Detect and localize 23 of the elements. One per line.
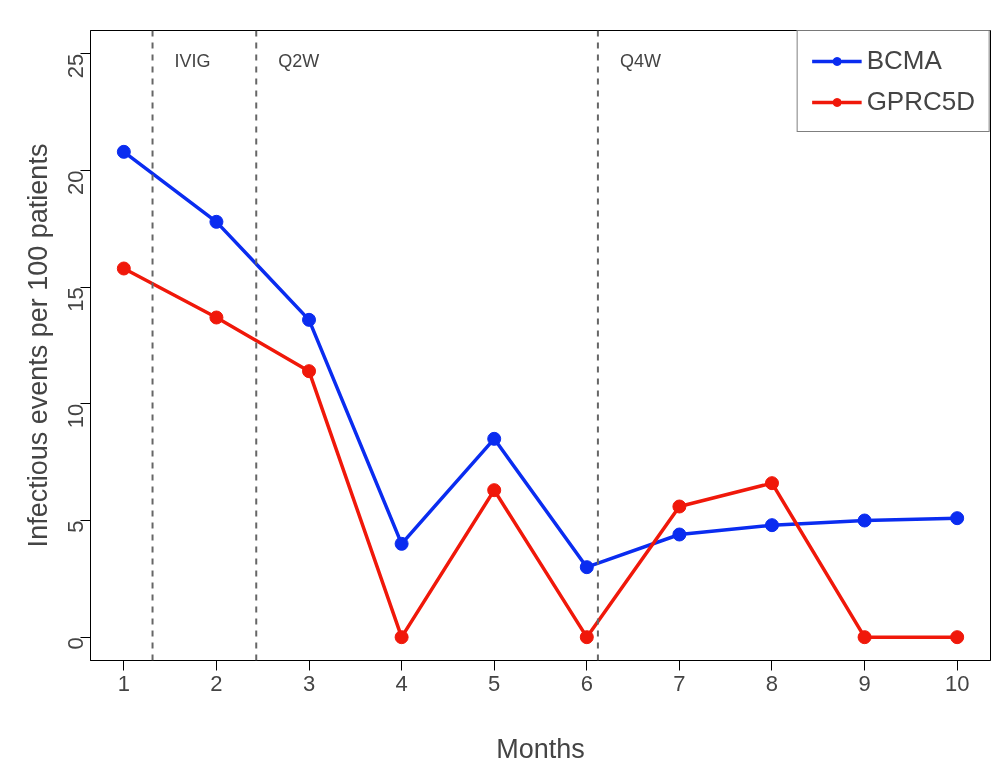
x-tick-label: 4 <box>395 670 408 696</box>
x-tick-label: 2 <box>210 670 223 696</box>
y-tick-label: 5 <box>63 520 88 533</box>
x-tick-label: 7 <box>673 670 686 696</box>
y-tick-label: 0 <box>63 637 88 650</box>
y-axis-title: Infectious events per 100 patients <box>22 143 53 548</box>
y-tick-label: 20 <box>63 170 88 195</box>
x-tick-label: 9 <box>858 670 871 696</box>
ref-line-label: IVIG <box>174 50 211 71</box>
x-tick-label: 3 <box>302 670 316 696</box>
x-tick-label: 10 <box>944 670 970 696</box>
x-tick-label: 8 <box>765 670 779 696</box>
y-tick-label: 10 <box>63 403 88 429</box>
x-axis-title: Months <box>496 733 585 764</box>
ref-line-label: Q4W <box>619 50 661 71</box>
x-tick-label: 1 <box>117 670 130 696</box>
x-tick-label: 6 <box>580 670 593 696</box>
x-tick-label: 5 <box>488 670 501 696</box>
ref-line-label: Q2W <box>278 50 320 71</box>
legend-label: BCMA <box>866 45 942 76</box>
legend-label: GPRC5D <box>866 86 975 117</box>
y-tick-label: 15 <box>63 287 88 312</box>
y-tick-label: 25 <box>63 53 88 79</box>
